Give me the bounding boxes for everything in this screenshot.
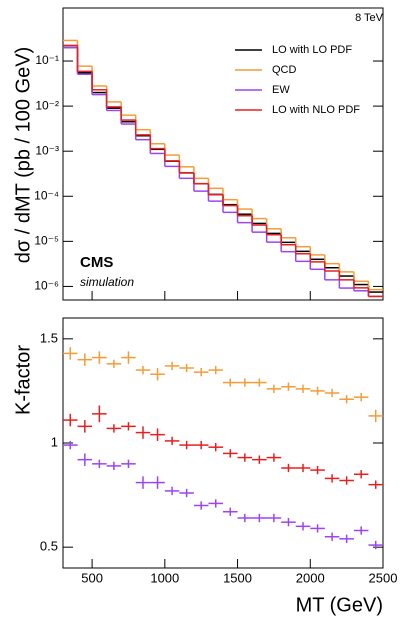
y-tick-label: 10⁻¹ xyxy=(35,53,59,67)
top-frame xyxy=(62,7,384,301)
y-tick-label: 1 xyxy=(51,434,58,449)
status-label: simulation xyxy=(80,275,134,289)
legend-label: LO with NLO PDF xyxy=(272,104,360,116)
y-tick-label: 1.5 xyxy=(40,330,58,345)
x-tick-label: 2000 xyxy=(296,570,325,585)
x-tick-label: 500 xyxy=(81,570,103,585)
x-tick-label: 2500 xyxy=(369,570,398,585)
y-tick-label: 10⁻² xyxy=(35,98,59,112)
top-y-label: dσ / dMT (pb / 100 GeV) xyxy=(12,47,34,264)
legend-label: LO with LO PDF xyxy=(272,44,352,56)
y-tick-label: 10⁻⁴ xyxy=(34,188,59,202)
bottom-y-label: K-factor xyxy=(12,345,34,415)
x-tick-label: 1500 xyxy=(223,570,252,585)
y-tick-label: 10⁻⁶ xyxy=(34,279,59,293)
y-tick-label: 0.5 xyxy=(40,539,58,554)
y-tick-label: 10⁻³ xyxy=(35,143,59,157)
energy-label: 8 TeV xyxy=(355,12,384,24)
legend-label: EW xyxy=(272,84,290,96)
legend-label: QCD xyxy=(272,64,297,76)
x-tick-label: 1000 xyxy=(150,570,179,585)
cms-label: CMS xyxy=(80,254,113,271)
x-label: MT (GeV) xyxy=(296,594,383,616)
y-tick-label: 10⁻⁵ xyxy=(34,234,59,248)
